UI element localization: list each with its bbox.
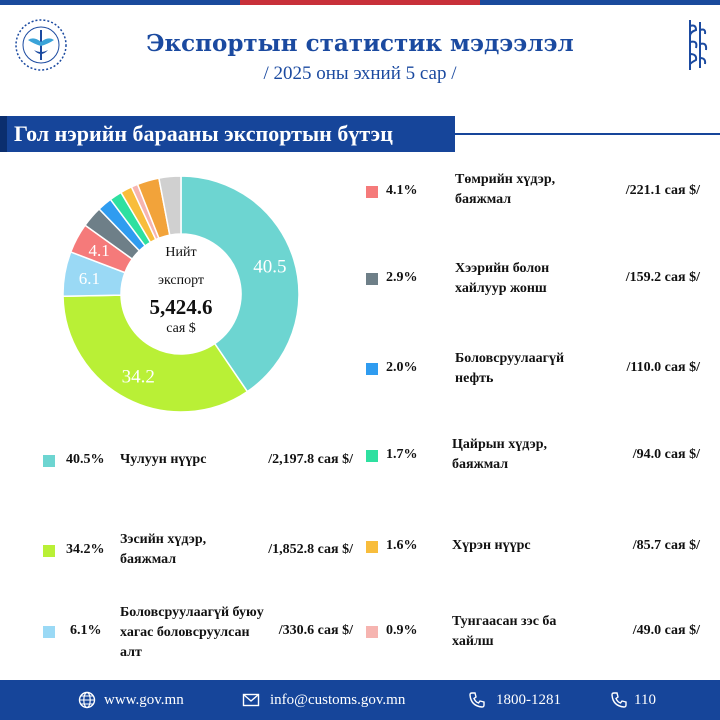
phone-icon — [469, 692, 485, 708]
phone-icon — [611, 692, 627, 708]
legend-swatch-lignite — [366, 541, 378, 553]
legend-pct-oil: 2.0% — [386, 360, 418, 375]
customs-emblem-icon — [15, 19, 67, 71]
legend-swatch-oil — [366, 363, 378, 375]
legend-name-refined-copper: Тунгаасан зэс ба хайлш — [452, 614, 557, 649]
donut-data-label-0: 40.5 — [253, 257, 286, 278]
donut-data-label-1: 34.2 — [122, 367, 155, 388]
legend-name-gold: Боловсруулаагүй буюу хагас боловсруулсан… — [120, 605, 264, 660]
legend-pct-fluorspar: 2.9% — [386, 270, 418, 285]
legend-amount-gold: /330.6 сая $/ — [278, 623, 353, 638]
legend-swatch-copper — [43, 545, 55, 557]
legend-name-oil: Боловсруулаагүй нефть — [455, 351, 565, 386]
legend-swatch-refined-copper — [366, 626, 378, 638]
legend-amount-fluorspar: /159.2 сая $/ — [625, 270, 700, 285]
mongolian-script-icon — [689, 20, 708, 70]
legend-pct-zinc: 1.7% — [386, 447, 418, 462]
legend-amount-coal: /2,197.8 сая $/ — [268, 452, 353, 467]
legend-name-iron: Төмрийн хүдэр, баяжмал — [455, 172, 556, 207]
legend-name-copper: Зэсийн хүдэр, баяжмал — [120, 532, 207, 567]
center-label-line1: Нийт — [165, 245, 197, 260]
contact-footer: www.gov.mn info@customs.gov.mn 1800-1281… — [0, 680, 720, 720]
legend-name-fluorspar: Хээрийн болон хайлуур жонш — [455, 261, 550, 296]
legend-swatch-gold — [43, 626, 55, 638]
legend-amount-refined-copper: /49.0 сая $/ — [632, 623, 700, 638]
donut-data-label-3: 4.1 — [88, 241, 109, 260]
legend-swatch-iron — [366, 186, 378, 198]
center-label-line2: экспорт — [157, 273, 205, 288]
section-title: Гол нэрийн барааны экспортын бүтэц — [0, 116, 455, 152]
page-title: Экспортын статистик мэдээлэл — [146, 30, 574, 57]
footer-website-link[interactable]: www.gov.mn — [104, 692, 184, 708]
legend-amount-iron: /221.1 сая $/ — [625, 183, 700, 198]
section-divider — [455, 133, 720, 135]
legend-pct-lignite: 1.6% — [386, 538, 418, 553]
footer-phone-short[interactable]: 110 — [634, 692, 656, 708]
legend-pct-refined-copper: 0.9% — [386, 623, 418, 638]
section-tab-accent — [0, 116, 7, 152]
legend-swatch-zinc — [366, 450, 378, 462]
legend-name-lignite: Хүрэн нүүрс — [452, 538, 531, 553]
footer-email-link[interactable]: info@customs.gov.mn — [270, 692, 406, 708]
footer-phone-hotline[interactable]: 1800-1281 — [496, 692, 561, 708]
center-total-unit: сая $ — [166, 321, 196, 336]
legend-pct-copper: 34.2% — [66, 542, 105, 557]
legend-amount-zinc: /94.0 сая $/ — [632, 447, 700, 462]
legend-amount-oil: /110.0 сая $/ — [626, 360, 700, 375]
center-total-value: 5,424.6 — [149, 295, 213, 319]
legend-swatch-coal — [43, 455, 55, 467]
legend-swatch-fluorspar — [366, 273, 378, 285]
donut-hole — [121, 234, 241, 354]
mail-icon — [242, 693, 260, 707]
legend-pct-coal: 40.5% — [66, 452, 105, 467]
top-stripe — [0, 0, 720, 5]
page-subtitle: / 2025 оны эхний 5 сар / — [263, 63, 457, 84]
globe-icon — [78, 691, 96, 709]
export-donut-chart: 40.5 34.2 6.1 4.1 — [62, 175, 300, 413]
legend-amount-lignite: /85.7 сая $/ — [632, 538, 700, 553]
legend-amount-copper: /1,852.8 сая $/ — [268, 542, 353, 557]
legend-pct-iron: 4.1% — [386, 183, 418, 198]
donut-data-label-2: 6.1 — [79, 269, 100, 288]
legend-name-coal: Чулуун нүүрс — [120, 452, 207, 467]
legend-pct-gold: 6.1% — [70, 623, 102, 638]
legend-name-zinc: Цайрын хүдэр, баяжмал — [452, 437, 548, 472]
